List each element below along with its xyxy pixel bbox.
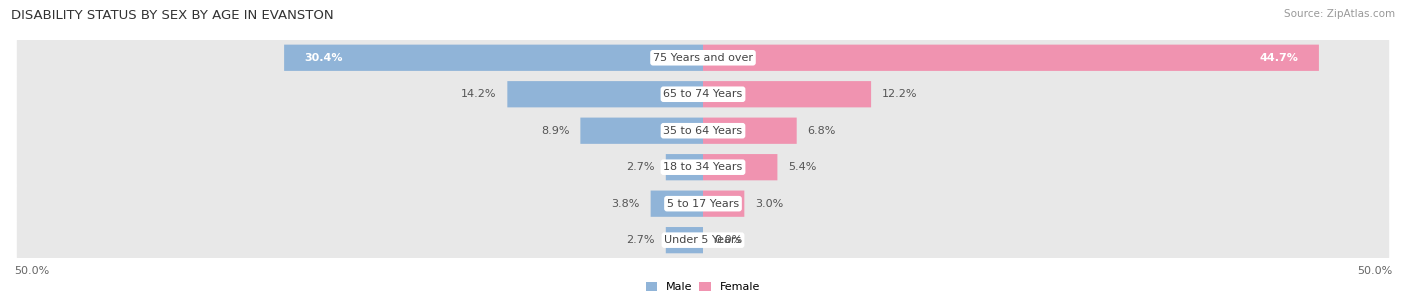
- FancyBboxPatch shape: [17, 183, 1389, 224]
- Text: 2.7%: 2.7%: [626, 162, 655, 172]
- FancyBboxPatch shape: [17, 110, 1389, 151]
- Text: 6.8%: 6.8%: [807, 126, 837, 136]
- Legend: Male, Female: Male, Female: [647, 282, 759, 292]
- FancyBboxPatch shape: [581, 118, 703, 144]
- FancyBboxPatch shape: [17, 147, 1389, 188]
- FancyBboxPatch shape: [651, 191, 703, 217]
- Text: 30.4%: 30.4%: [305, 53, 343, 63]
- FancyBboxPatch shape: [17, 220, 1389, 261]
- Text: 65 to 74 Years: 65 to 74 Years: [664, 89, 742, 99]
- Text: DISABILITY STATUS BY SEX BY AGE IN EVANSTON: DISABILITY STATUS BY SEX BY AGE IN EVANS…: [11, 9, 333, 22]
- Text: 35 to 64 Years: 35 to 64 Years: [664, 126, 742, 136]
- Text: 8.9%: 8.9%: [541, 126, 569, 136]
- Text: 50.0%: 50.0%: [1357, 266, 1392, 276]
- Text: 5 to 17 Years: 5 to 17 Years: [666, 199, 740, 209]
- Text: 75 Years and over: 75 Years and over: [652, 53, 754, 63]
- Text: Source: ZipAtlas.com: Source: ZipAtlas.com: [1284, 9, 1395, 19]
- Text: 5.4%: 5.4%: [789, 162, 817, 172]
- Text: 2.7%: 2.7%: [626, 235, 655, 245]
- Text: 3.0%: 3.0%: [755, 199, 783, 209]
- Text: 0.0%: 0.0%: [714, 235, 742, 245]
- Text: 50.0%: 50.0%: [14, 266, 49, 276]
- Text: 18 to 34 Years: 18 to 34 Years: [664, 162, 742, 172]
- Text: 14.2%: 14.2%: [461, 89, 496, 99]
- FancyBboxPatch shape: [703, 118, 797, 144]
- Text: 3.8%: 3.8%: [612, 199, 640, 209]
- FancyBboxPatch shape: [703, 81, 872, 107]
- FancyBboxPatch shape: [666, 227, 703, 253]
- Text: 12.2%: 12.2%: [882, 89, 918, 99]
- FancyBboxPatch shape: [508, 81, 703, 107]
- FancyBboxPatch shape: [17, 74, 1389, 115]
- FancyBboxPatch shape: [703, 191, 744, 217]
- FancyBboxPatch shape: [666, 154, 703, 180]
- FancyBboxPatch shape: [17, 37, 1389, 78]
- FancyBboxPatch shape: [284, 45, 703, 71]
- Text: 44.7%: 44.7%: [1260, 53, 1298, 63]
- Text: Under 5 Years: Under 5 Years: [665, 235, 741, 245]
- FancyBboxPatch shape: [703, 154, 778, 180]
- FancyBboxPatch shape: [703, 45, 1319, 71]
